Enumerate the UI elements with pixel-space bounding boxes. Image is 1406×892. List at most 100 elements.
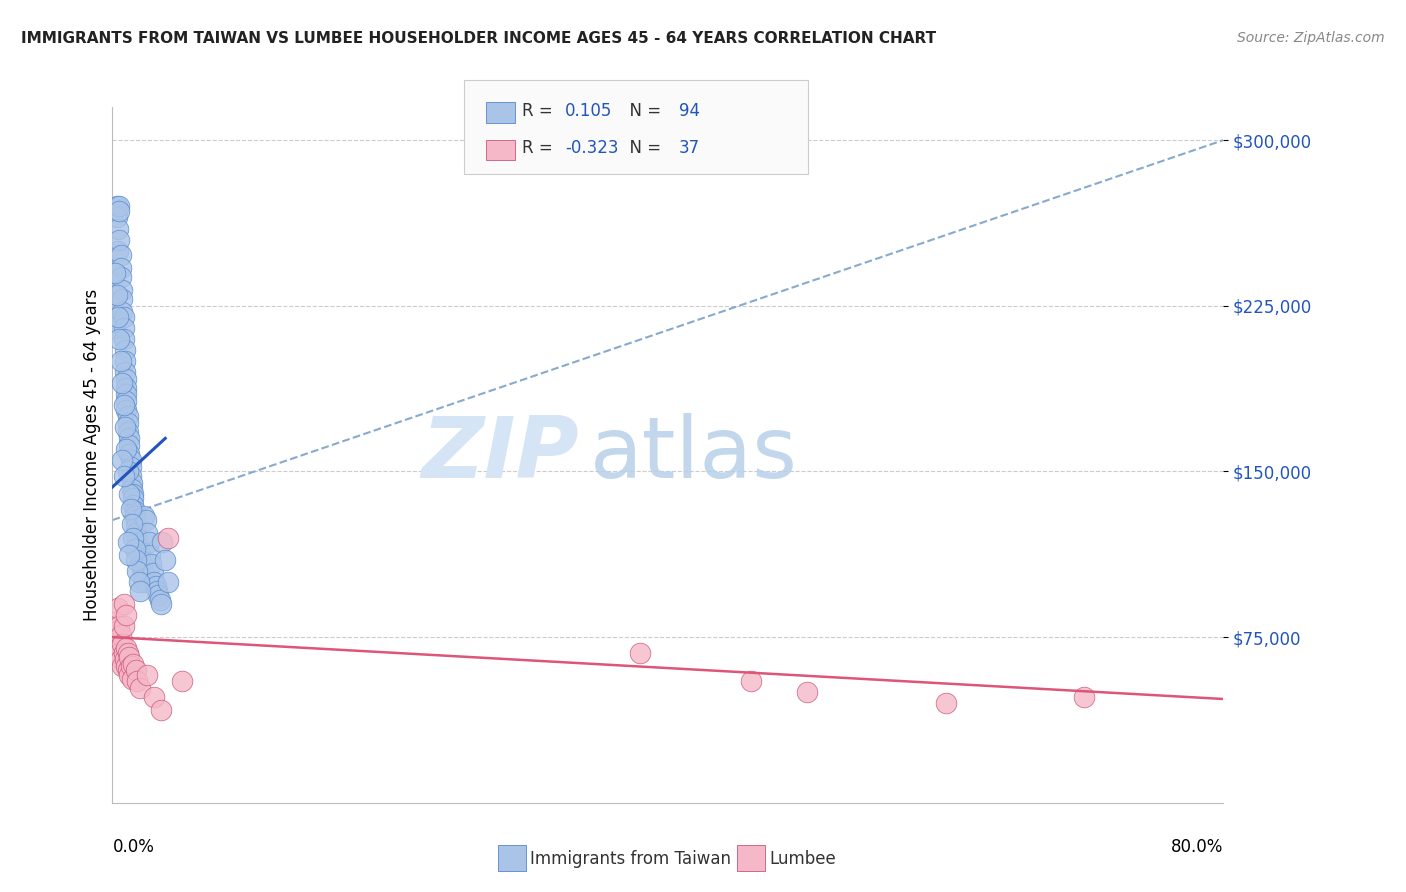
Point <box>122 657 145 671</box>
Point <box>125 513 148 527</box>
Point <box>110 354 132 368</box>
Point <box>148 588 170 602</box>
Point <box>112 310 135 324</box>
Point <box>141 558 163 572</box>
Point <box>115 658 138 673</box>
Point <box>114 343 136 357</box>
Text: -0.323: -0.323 <box>565 139 619 157</box>
Point <box>105 199 128 213</box>
Point <box>108 619 131 633</box>
Point <box>128 544 150 558</box>
Point <box>131 562 153 576</box>
Point <box>112 398 135 412</box>
Point <box>129 583 152 598</box>
Point <box>117 663 139 677</box>
Point <box>111 284 134 298</box>
Point <box>117 416 139 430</box>
Text: IMMIGRANTS FROM TAIWAN VS LUMBEE HOUSEHOLDER INCOME AGES 45 - 64 YEARS CORRELATI: IMMIGRANTS FROM TAIWAN VS LUMBEE HOUSEHO… <box>21 31 936 46</box>
Point <box>117 465 139 479</box>
Text: Lumbee: Lumbee <box>769 850 835 868</box>
Point <box>134 508 156 523</box>
Text: 0.105: 0.105 <box>565 103 613 120</box>
Point <box>127 535 149 549</box>
Point <box>107 221 129 235</box>
Point <box>127 674 149 689</box>
Point <box>108 332 131 346</box>
Text: N =: N = <box>619 103 666 120</box>
Point <box>117 425 139 439</box>
Point <box>170 674 193 689</box>
Point <box>117 535 139 549</box>
Text: R =: R = <box>522 139 558 157</box>
Text: Source: ZipAtlas.com: Source: ZipAtlas.com <box>1237 31 1385 45</box>
Point <box>114 365 136 379</box>
Text: 0.0%: 0.0% <box>112 838 155 855</box>
Point <box>110 628 132 642</box>
Point <box>117 646 139 660</box>
Point <box>105 287 128 301</box>
Point <box>108 203 131 218</box>
Point <box>111 376 134 391</box>
Point <box>111 453 134 467</box>
Point <box>127 531 149 545</box>
Point <box>112 321 135 335</box>
Point <box>128 574 150 589</box>
Point <box>157 531 180 545</box>
Point <box>124 504 146 518</box>
Point <box>122 491 145 505</box>
Text: 94: 94 <box>679 103 700 120</box>
Point <box>136 667 159 681</box>
Point <box>134 574 156 589</box>
Point <box>107 637 129 651</box>
Point <box>120 469 142 483</box>
Point <box>104 266 127 280</box>
Point <box>110 261 132 276</box>
Text: 80.0%: 80.0% <box>1171 838 1223 855</box>
Point <box>131 558 153 572</box>
Point <box>107 310 129 324</box>
Point <box>136 526 159 541</box>
Point <box>135 513 157 527</box>
Point <box>108 233 131 247</box>
Text: R =: R = <box>522 103 558 120</box>
Point <box>150 703 173 717</box>
Point <box>107 244 129 258</box>
Point <box>110 652 132 666</box>
Point <box>121 672 143 686</box>
Point <box>115 402 138 417</box>
Point <box>796 685 818 699</box>
Point <box>108 646 131 660</box>
Point <box>157 574 180 589</box>
Point <box>122 498 145 512</box>
Point <box>118 650 141 665</box>
Point <box>125 553 148 567</box>
Point <box>145 579 167 593</box>
Point <box>132 570 155 584</box>
Point <box>122 531 145 545</box>
Point <box>124 508 146 523</box>
Point <box>105 211 128 225</box>
Point <box>1073 690 1095 704</box>
Point <box>143 690 166 704</box>
Point <box>125 663 148 677</box>
Point <box>120 658 142 673</box>
Point <box>120 453 142 467</box>
Point <box>129 681 152 695</box>
Point <box>125 519 148 533</box>
Text: N =: N = <box>619 139 666 157</box>
Point <box>125 526 148 541</box>
Point <box>121 517 143 532</box>
Point <box>115 387 138 401</box>
Point <box>138 535 160 549</box>
Point <box>149 592 172 607</box>
Point <box>110 248 132 262</box>
Point <box>127 564 149 578</box>
Point <box>110 270 132 285</box>
Point <box>150 597 173 611</box>
Text: Immigrants from Taiwan: Immigrants from Taiwan <box>530 850 731 868</box>
Point <box>152 535 174 549</box>
Point <box>111 292 134 306</box>
Point <box>111 637 134 651</box>
Point <box>112 332 135 346</box>
Point <box>118 486 141 500</box>
